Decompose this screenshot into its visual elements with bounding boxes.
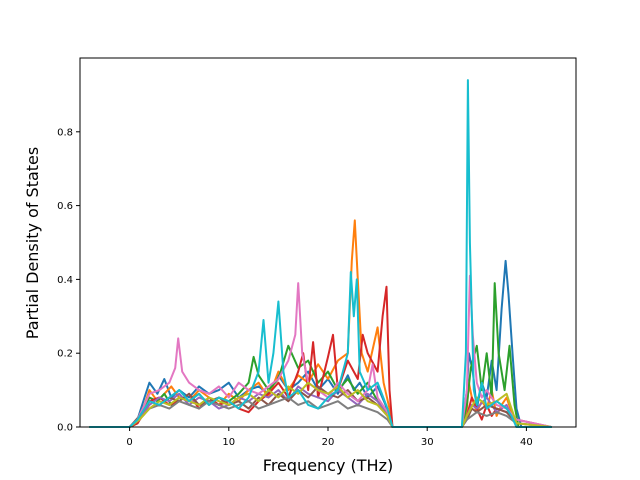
x-tick-label: 20 — [322, 437, 335, 448]
x-axis-label: Frequency (THz) — [263, 456, 393, 475]
x-tick-label: 40 — [520, 437, 533, 448]
y-tick-label: 0.4 — [57, 275, 73, 286]
series-line-9 — [88, 381, 553, 428]
x-tick-label: 0 — [126, 437, 132, 448]
y-axis-ticks: 0.0 0.2 0.4 0.6 0.8 — [57, 127, 80, 434]
series-line-8 — [88, 396, 553, 428]
x-tick-label: 10 — [222, 437, 235, 448]
x-axis-ticks: 0 10 20 30 40 — [126, 427, 533, 448]
y-axis-label: Partial Density of States — [23, 147, 42, 339]
y-tick-label: 0.8 — [57, 127, 73, 138]
y-tick-label: 0.2 — [57, 349, 73, 360]
y-tick-label: 0.6 — [57, 201, 73, 212]
x-tick-label: 30 — [421, 437, 434, 448]
series-line-10 — [88, 79, 553, 428]
series-layer — [88, 79, 553, 428]
y-tick-label: 0.0 — [57, 423, 73, 434]
